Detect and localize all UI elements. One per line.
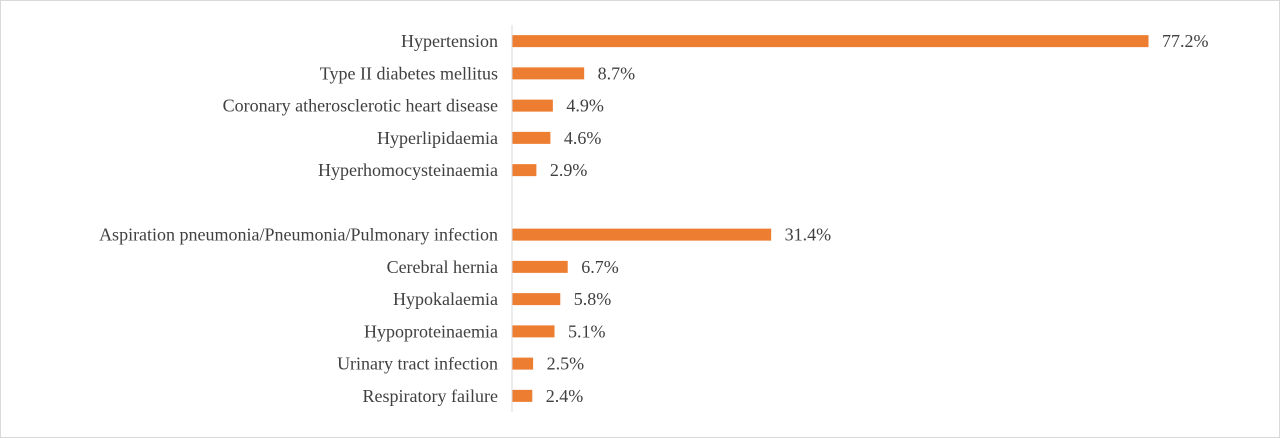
bar [512, 260, 568, 273]
category-label: Type II diabetes mellitus [320, 63, 498, 83]
data-label: 5.8% [574, 289, 612, 309]
data-label: 31.4% [785, 225, 832, 245]
category-label: Hypoproteinaemia [364, 321, 498, 341]
bar [512, 35, 1149, 48]
category-label: Coronary atherosclerotic heart disease [223, 96, 498, 116]
data-label: 77.2% [1162, 31, 1209, 51]
bar [512, 67, 585, 80]
category-label: Hyperhomocysteinaemia [318, 160, 498, 180]
category-label: Hyperlipidaemia [377, 128, 498, 148]
data-label: 4.6% [564, 128, 602, 148]
bar [512, 228, 772, 241]
bar [512, 293, 561, 306]
data-label: 6.7% [581, 257, 619, 277]
data-label: 2.4% [546, 386, 584, 406]
bar [512, 357, 534, 370]
data-label: 8.7% [598, 63, 636, 83]
data-label: 5.1% [568, 321, 606, 341]
data-label: 4.9% [566, 96, 604, 116]
category-label: Cerebral hernia [387, 257, 498, 277]
data-label: 2.5% [547, 354, 585, 374]
category-label: Aspiration pneumonia/Pneumonia/Pulmonary… [99, 225, 498, 245]
bar [512, 99, 553, 112]
category-label: Urinary tract infection [337, 354, 498, 374]
category-label: Hypokalaemia [393, 289, 498, 309]
bar [512, 389, 533, 402]
data-label: 2.9% [550, 160, 588, 180]
bar [512, 131, 551, 144]
bar [512, 325, 555, 338]
category-label: Hypertension [401, 31, 498, 51]
bar [512, 164, 537, 177]
category-label: Respiratory failure [363, 386, 498, 406]
